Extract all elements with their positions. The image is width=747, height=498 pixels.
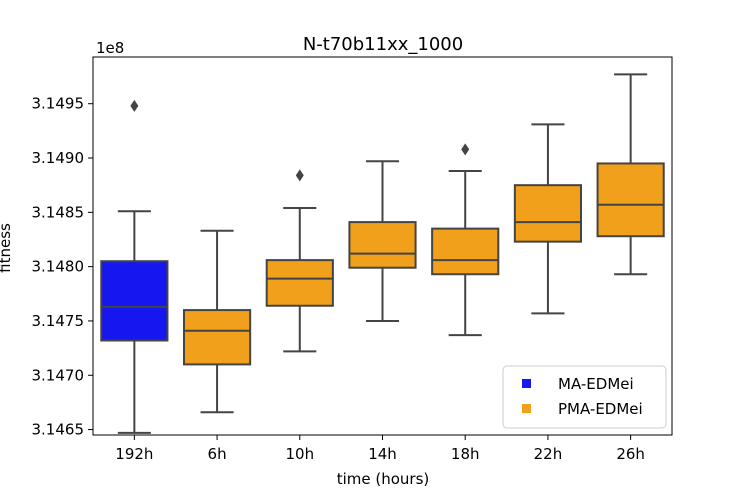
y-tick-label: 3.1465 [32,421,85,439]
box-192h [100,99,169,434]
y-axis-ticks: 3.1465 3.1470 3.1475 3.1480 3.1485 3.1490 3.14… [32,95,93,439]
outlier-point [295,169,304,182]
box-10h [265,169,334,353]
y-tick-label: 3.1475 [32,312,85,330]
y-tick-label: 3.1490 [32,149,85,167]
box-6h [182,229,252,414]
x-tick-label: 10h [285,445,314,463]
plot-frame [92,56,673,436]
box-22h [513,123,583,315]
x-tick-label: 192h [115,445,153,463]
legend-swatch-ma-edmei [522,379,531,388]
box-plot-boxes [100,73,665,434]
box-iqr [182,309,252,366]
box-18h [431,143,500,337]
x-tick-label: 26h [616,445,645,463]
y-tick-label: 3.1495 [32,95,85,113]
x-tick-label: 18h [451,445,480,463]
legend-label-pma-edmei: PMA-EDMei [558,400,643,418]
legend: MA-EDMei PMA-EDMei [502,365,667,429]
y-axis-label: fitness [0,223,14,273]
x-axis-ticks: 192h 6h 10h 14h 18h 22h 26h [115,435,645,463]
x-tick-label: 22h [534,445,563,463]
x-axis-label: time (hours) [337,470,430,488]
box-iqr [100,260,169,342]
y-tick-label: 3.1470 [32,366,85,384]
box-iqr [513,184,583,243]
chart-title: N-t70b11xx_1000 [303,34,463,55]
box-14h [348,160,417,322]
box-26h [596,73,665,276]
legend-label-ma-edmei: MA-EDMei [558,375,634,393]
x-tick-label: 6h [208,445,227,463]
box-iqr [348,221,417,269]
legend-frame [502,365,667,429]
box-iqr [431,227,500,276]
box-iqr [596,162,665,238]
y-tick-label: 3.1485 [32,203,85,221]
legend-swatch-pma-edmei [522,404,531,413]
box-iqr [265,259,334,307]
outlier-point [461,143,470,156]
y-tick-label: 3.1480 [32,258,85,276]
x-tick-label: 14h [368,445,397,463]
y-axis-multiplier: 1e8 [96,39,124,57]
outlier-point [130,99,139,112]
